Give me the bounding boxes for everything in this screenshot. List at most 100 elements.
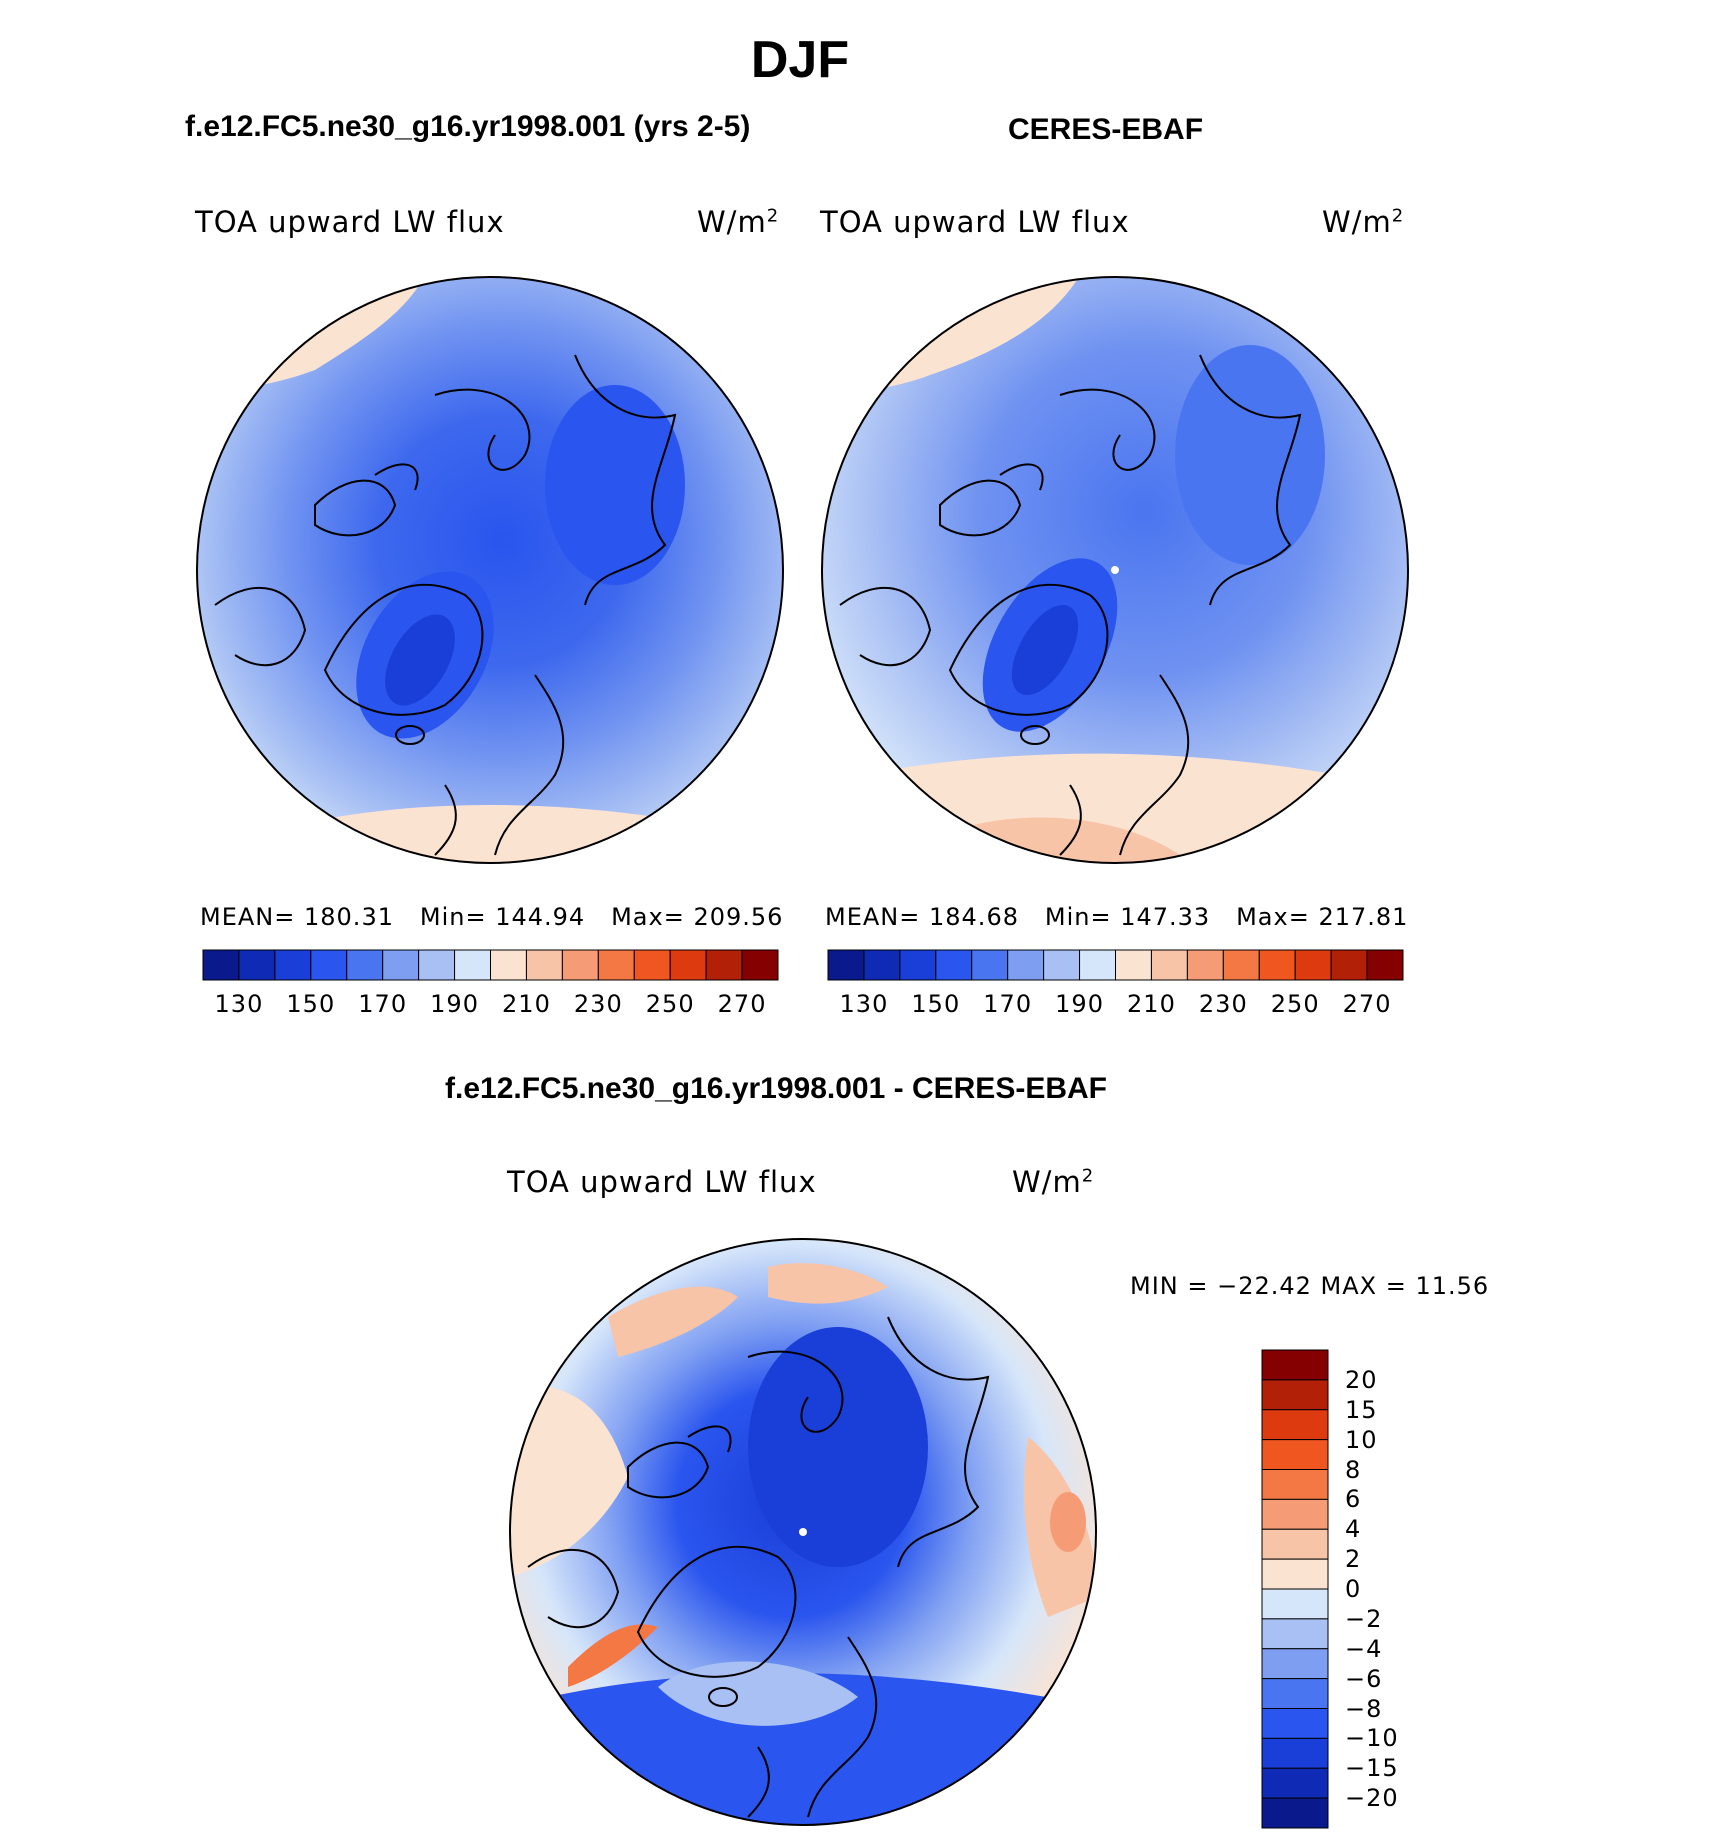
colorbar-swatch [525,949,563,981]
colorbar-tick-label: 230 [573,990,623,1018]
colorbar-swatch [863,949,901,981]
colorbar-swatch [1261,1767,1329,1799]
colorbar-swatch [1261,1409,1329,1441]
colorbar-swatch [238,949,276,981]
colorbar-tick-label: 0 [1345,1575,1362,1603]
colorbar-tick-label: 270 [717,990,767,1018]
colorbar-tick-label: −10 [1345,1724,1399,1753]
colorbar-swatch [1007,949,1045,981]
colorbar-swatch [1258,949,1296,981]
colorbar-tick-label: 10 [1345,1425,1378,1454]
colorbar-tick-label: 4 [1345,1515,1362,1544]
colorbar-swatch [1261,1469,1329,1500]
colorbar-swatch [741,949,779,981]
colorbar-swatch [561,949,599,981]
colorbar-swatch [1261,1797,1329,1829]
colorbar-swatch [935,949,973,981]
model-polar-map [196,276,784,864]
obs-variable-label: TOA upward LW flux [820,205,1130,239]
colorbar-tick-label: −15 [1345,1754,1399,1783]
colorbar-swatch [346,949,384,981]
colorbar-swatch [1079,949,1116,981]
colorbar-tick-label: 210 [1127,990,1176,1018]
colorbar-tick-label: 130 [214,990,264,1018]
colorbar-tick-label: 150 [286,990,336,1018]
colorbar-swatch [1261,1618,1329,1650]
colorbar-swatch [382,949,420,981]
colorbar-tick-label: 170 [358,990,408,1018]
obs-colorbar [827,949,1404,981]
colorbar-swatch [1261,1648,1329,1680]
colorbar-swatch [490,949,527,981]
diff-variable-label: TOA upward LW flux [507,1165,817,1199]
colorbar-tick-label: 170 [983,990,1033,1018]
colorbar-swatch [1261,1498,1329,1530]
colorbar-tick-label: 250 [645,990,695,1018]
colorbar-swatch [1261,1528,1329,1560]
colorbar-swatch [310,949,348,981]
colorbar-swatch [454,949,491,981]
model-unit-label: W/m2 [697,205,780,239]
colorbar-swatch [1222,949,1260,981]
obs-case-title: CERES-EBAF [1008,113,1204,146]
colorbar-tick-label: 150 [911,990,961,1018]
colorbar-tick-label: 6 [1345,1485,1362,1514]
colorbar-swatch [1115,949,1152,981]
colorbar-swatch [705,949,743,981]
model-colorbar-ticks: 130 150 170 190 210 230 250 270 [203,990,778,1020]
colorbar-swatch [1186,949,1224,981]
colorbar-tick-label: 270 [1342,990,1392,1018]
diff-colorbar-ticks: 20 15 10 8 6 4 2 0 −2 −4 −6 −8 −10 −15 −20 [1345,1350,1425,1828]
colorbar-swatch [669,949,707,981]
colorbar-swatch [1330,949,1368,981]
main-title: DJF [750,31,850,89]
colorbar-swatch [1261,1379,1329,1411]
model-variable-label: TOA upward LW flux [195,205,505,239]
diff-polar-map [509,1238,1097,1826]
colorbar-swatch [1261,1708,1329,1739]
colorbar-tick-label: −2 [1345,1604,1383,1633]
colorbar-tick-label: 250 [1270,990,1320,1018]
model-colorbar [202,949,779,981]
colorbar-tick-label: −20 [1345,1784,1399,1813]
diff-unit-label: W/m2 [1012,1165,1095,1199]
colorbar-tick-label: 2 [1345,1545,1362,1574]
colorbar-tick-label: 210 [502,990,551,1018]
colorbar-tick-label: 15 [1345,1395,1378,1424]
colorbar-tick-label: 230 [1198,990,1248,1018]
obs-unit-label: W/m2 [1322,205,1405,239]
diff-colorbar [1261,1349,1329,1829]
colorbar-tick-label: 190 [430,990,479,1018]
colorbar-swatch [1261,1678,1329,1709]
obs-polar-map [821,276,1409,864]
colorbar-tick-label: −6 [1345,1664,1383,1693]
colorbar-swatch [827,949,865,981]
obs-stats: MEAN= 184.68 Min= 147.33 Max= 217.81 [825,903,1409,931]
obs-colorbar-ticks: 130 150 170 190 210 230 250 270 [828,990,1403,1020]
colorbar-swatch [1043,949,1081,981]
colorbar-swatch [633,949,671,981]
colorbar-swatch [1261,1588,1329,1620]
diff-minmax: MIN = −22.42 MAX = 11.56 [1130,1272,1490,1300]
colorbar-swatch [1261,1737,1329,1769]
colorbar-swatch [202,949,240,981]
colorbar-tick-label: 20 [1345,1365,1378,1394]
colorbar-swatch [274,949,312,981]
colorbar-swatch [597,949,635,981]
colorbar-swatch [1294,949,1332,981]
colorbar-tick-label: −4 [1345,1634,1383,1663]
colorbar-swatch [1366,949,1404,981]
colorbar-swatch [971,949,1009,981]
colorbar-tick-label: 130 [839,990,889,1018]
colorbar-tick-label: 8 [1345,1455,1362,1484]
colorbar-swatch [1261,1349,1329,1381]
colorbar-swatch [899,949,937,981]
model-stats: MEAN= 180.31 Min= 144.94 Max= 209.56 [200,903,784,931]
colorbar-swatch [418,949,456,981]
colorbar-tick-label: 190 [1055,990,1104,1018]
colorbar-tick-label: −8 [1345,1694,1383,1723]
colorbar-swatch [1261,1558,1329,1590]
model-case-title: f.e12.FC5.ne30_g16.yr1998.001 (yrs 2-5) [185,110,751,143]
colorbar-swatch [1150,949,1188,981]
colorbar-swatch [1261,1439,1329,1470]
